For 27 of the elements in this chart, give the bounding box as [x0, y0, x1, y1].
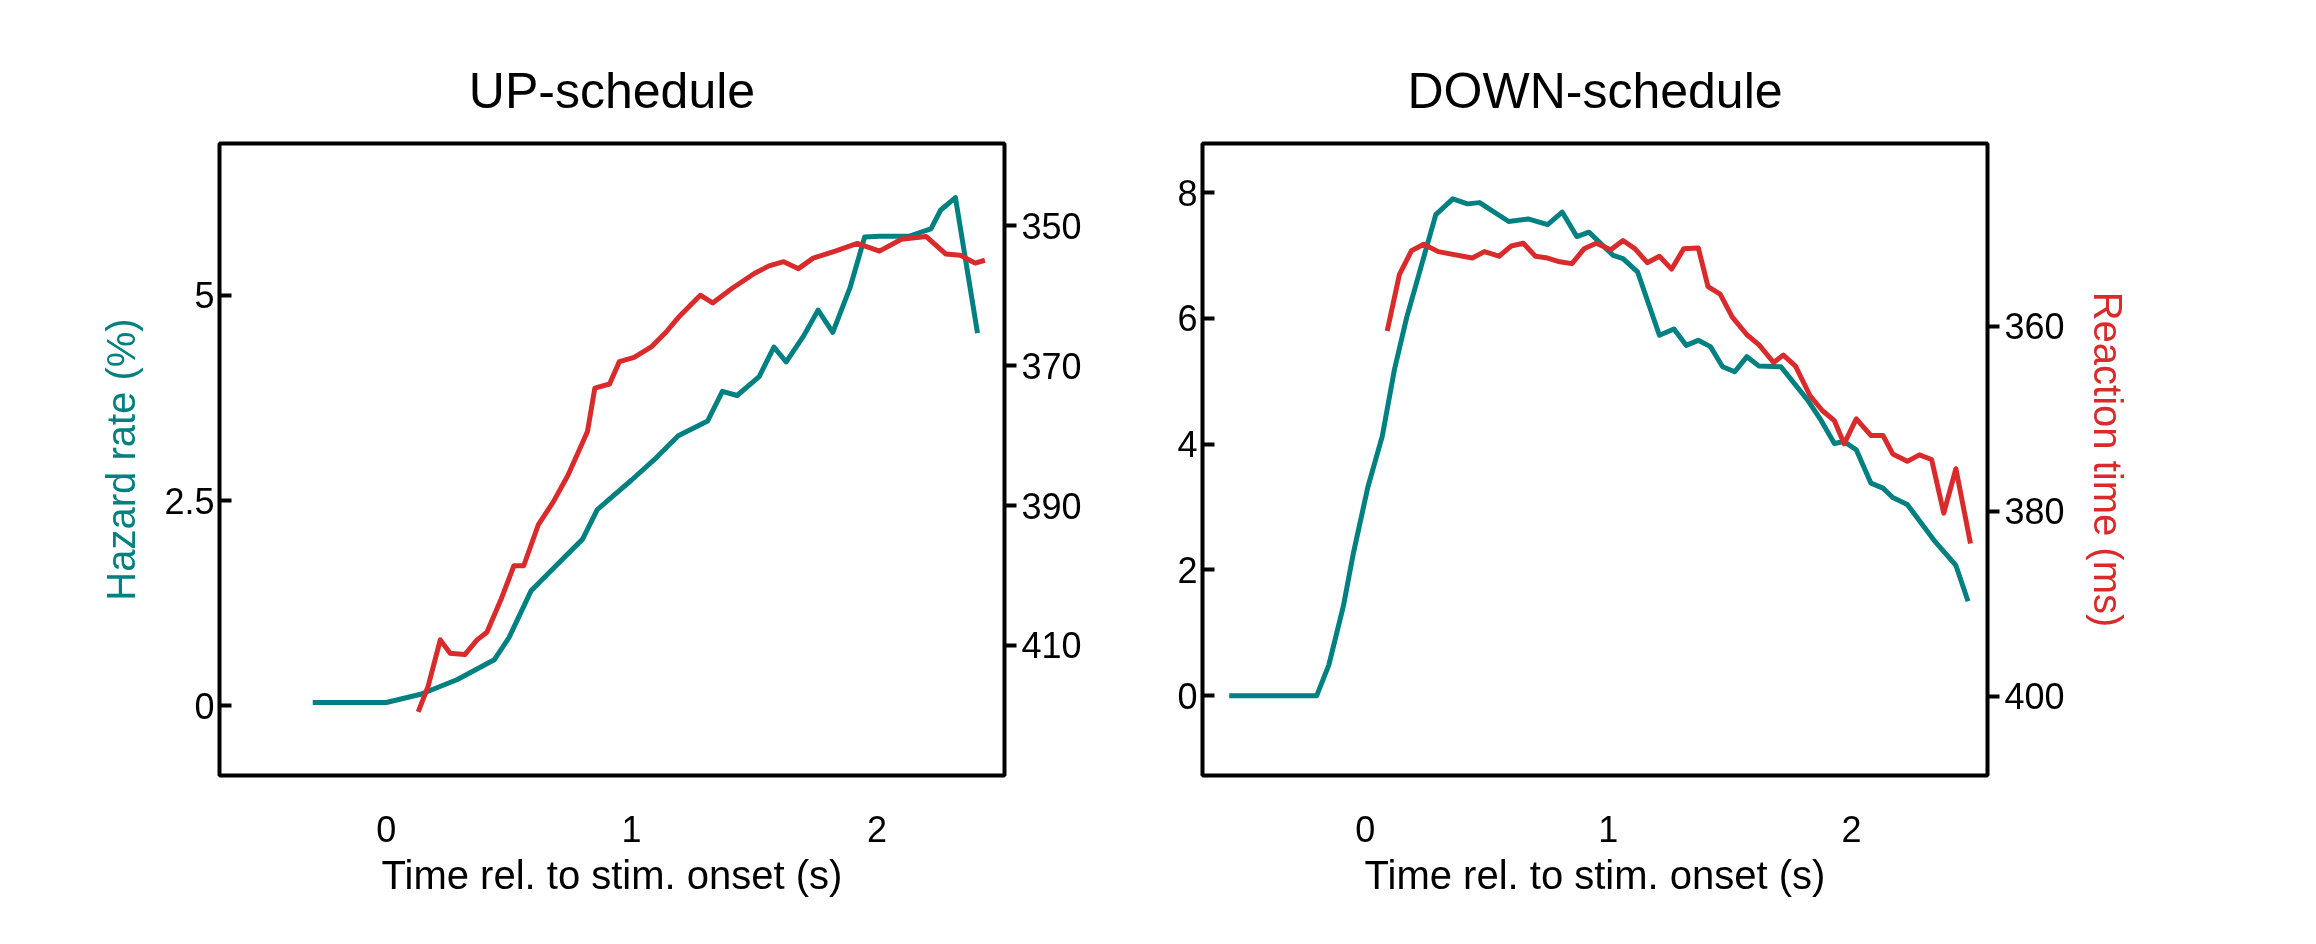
y-tick-label: 4 — [1177, 424, 1198, 466]
y2-tick-label: 350 — [1021, 206, 1082, 247]
x-tick-label: 1 — [621, 808, 642, 850]
chart-title: DOWN-schedule — [1407, 62, 1783, 119]
chart-title: UP-schedule — [468, 62, 756, 119]
y-tick-label: 0 — [194, 685, 215, 727]
x-tick-label: 0 — [1355, 808, 1376, 850]
y2-axis-title: Reaction time (ms) — [2085, 291, 2130, 628]
x-tick-label: 2 — [1841, 808, 1862, 850]
y2-tick-label: 380 — [2004, 491, 2065, 533]
y-tick-label: 6 — [1177, 298, 1198, 340]
x-tick-label: 2 — [866, 808, 887, 850]
y-tick-label: 2.5 — [164, 480, 215, 522]
x-axis-title: Time rel. to stim. onset (s) — [1364, 852, 1826, 897]
x-axis-title: Time rel. to stim. onset (s) — [381, 852, 843, 897]
y2-tick-label: 370 — [1021, 345, 1082, 387]
y-tick-label: 0 — [1177, 675, 1198, 717]
y-tick-label: 5 — [194, 275, 215, 317]
x-tick-label: 1 — [1598, 808, 1619, 850]
y-tick-label: 8 — [1177, 172, 1198, 214]
x-tick-label: 0 — [376, 808, 397, 850]
y2-tick-label: 410 — [1021, 625, 1082, 667]
y-axis-title: Hazard rate (%) — [99, 318, 144, 601]
y2-tick-label: 360 — [2004, 306, 2065, 348]
y2-tick-label: 390 — [1021, 485, 1082, 527]
y-tick-label: 2 — [1177, 549, 1198, 591]
y2-tick-label: 400 — [2004, 676, 2065, 718]
